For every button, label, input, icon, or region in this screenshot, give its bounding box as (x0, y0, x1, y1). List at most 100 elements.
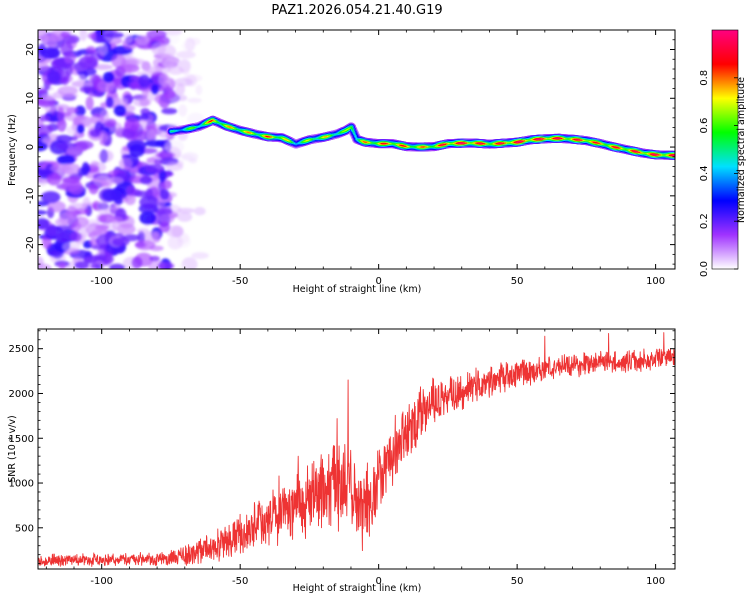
noise-blob (159, 188, 170, 201)
colorbar-tick-label: 0.0 (699, 261, 710, 277)
noise-blob (191, 252, 209, 260)
noise-blob (174, 77, 193, 87)
noise-blob (109, 263, 126, 269)
noise-blob (102, 71, 115, 83)
noise-blob (40, 47, 60, 59)
x-tick-label: 50 (511, 276, 524, 287)
noise-blob (124, 117, 140, 132)
noise-blob (85, 96, 94, 111)
noise-blob (62, 175, 81, 184)
noise-blob (85, 223, 104, 236)
noise-blob (144, 164, 165, 174)
x-tick-label: 100 (646, 276, 665, 287)
noise-blob (70, 231, 82, 242)
noise-blob (57, 107, 65, 122)
noise-blob (139, 195, 160, 209)
noise-blob (81, 161, 90, 176)
x-tick-label: 50 (511, 576, 524, 587)
spectrogram-x-axis-label: Height of straight line (km) (293, 284, 422, 295)
colorbar-tick-label: 0.8 (699, 70, 710, 86)
noise-blob (105, 96, 114, 108)
noise-blob (57, 85, 78, 96)
noise-blob (60, 41, 74, 57)
noise-blob (126, 185, 136, 196)
noise-blob (171, 225, 184, 238)
noise-blob (111, 53, 126, 69)
noise-blob (164, 139, 185, 154)
noise-blob (131, 256, 143, 269)
noise-blob (113, 104, 127, 117)
noise-blob (128, 143, 145, 157)
noise-blob (195, 84, 203, 96)
noise-blob (139, 175, 153, 185)
x-tick-label: -50 (232, 276, 248, 287)
noise-blob (193, 207, 206, 216)
spectrogram-noise-cloud (38, 30, 209, 269)
noise-blob (38, 169, 53, 176)
noise-blob (125, 129, 138, 142)
noise-blob (181, 41, 194, 52)
noise-blob (119, 64, 140, 73)
colorbar-tick-label: 0.4 (699, 165, 710, 181)
noise-blob (161, 179, 172, 190)
noise-blob (48, 250, 63, 257)
x-tick-label: -100 (90, 276, 113, 287)
noise-blob (168, 66, 184, 75)
spectrogram-x-ticks: -100 -50 0 50 100 (45, 30, 665, 287)
noise-blob (165, 162, 184, 172)
noise-blob (46, 172, 62, 186)
noise-blob (90, 263, 100, 269)
noise-blob (177, 207, 195, 214)
noise-blob (165, 30, 184, 35)
x-tick-label: 0 (375, 276, 381, 287)
noise-blob (38, 209, 48, 216)
noise-blob (38, 263, 52, 269)
noise-blob (101, 188, 123, 202)
noise-blob (74, 261, 90, 269)
noise-blob (182, 66, 190, 76)
noise-blob (106, 216, 124, 223)
y-tick-label: 20 (25, 43, 36, 56)
y-tick-label: 0 (25, 144, 36, 150)
noise-blob (76, 124, 85, 134)
noise-blob (78, 55, 98, 69)
y-tick-label: 1500 (9, 434, 34, 445)
noise-blob (158, 73, 171, 87)
noise-blob (62, 163, 81, 175)
noise-blob (90, 160, 99, 167)
noise-blob (39, 114, 50, 122)
noise-blob (119, 157, 133, 171)
noise-blob (46, 70, 61, 84)
noise-blob (150, 83, 159, 95)
noise-blob (77, 74, 86, 84)
noise-blob (157, 262, 175, 269)
noise-blob (178, 104, 188, 117)
snr-y-ticks: 500 1000 1500 2000 2500 (9, 330, 675, 565)
noise-blob (143, 231, 159, 241)
noise-blob (163, 89, 177, 99)
noise-blob (38, 63, 50, 72)
x-tick-label: -50 (232, 576, 248, 587)
colorbar-label: Normalized spectral amplitude (736, 77, 747, 223)
noise-blob (154, 158, 163, 166)
y-tick-label: 10 (25, 92, 36, 105)
chart-title: PAZ1.2026.054.21.40.G19 (271, 3, 442, 18)
noise-blob (110, 97, 128, 106)
noise-blob (151, 42, 166, 56)
noise-blob (47, 224, 58, 237)
noise-blob (98, 149, 114, 163)
y-tick-label: 1000 (9, 479, 34, 490)
noise-blob (55, 231, 72, 243)
noise-blob (146, 128, 157, 144)
noise-blob (145, 66, 163, 74)
noise-blob (65, 62, 73, 76)
colorbar-scale (711, 29, 739, 270)
noise-blob (56, 154, 76, 165)
colorbar-tick-label: 0.2 (699, 213, 710, 229)
noise-blob (97, 79, 115, 92)
noise-blob (158, 221, 171, 233)
noise-blob (88, 183, 99, 195)
noise-blob (149, 255, 161, 262)
